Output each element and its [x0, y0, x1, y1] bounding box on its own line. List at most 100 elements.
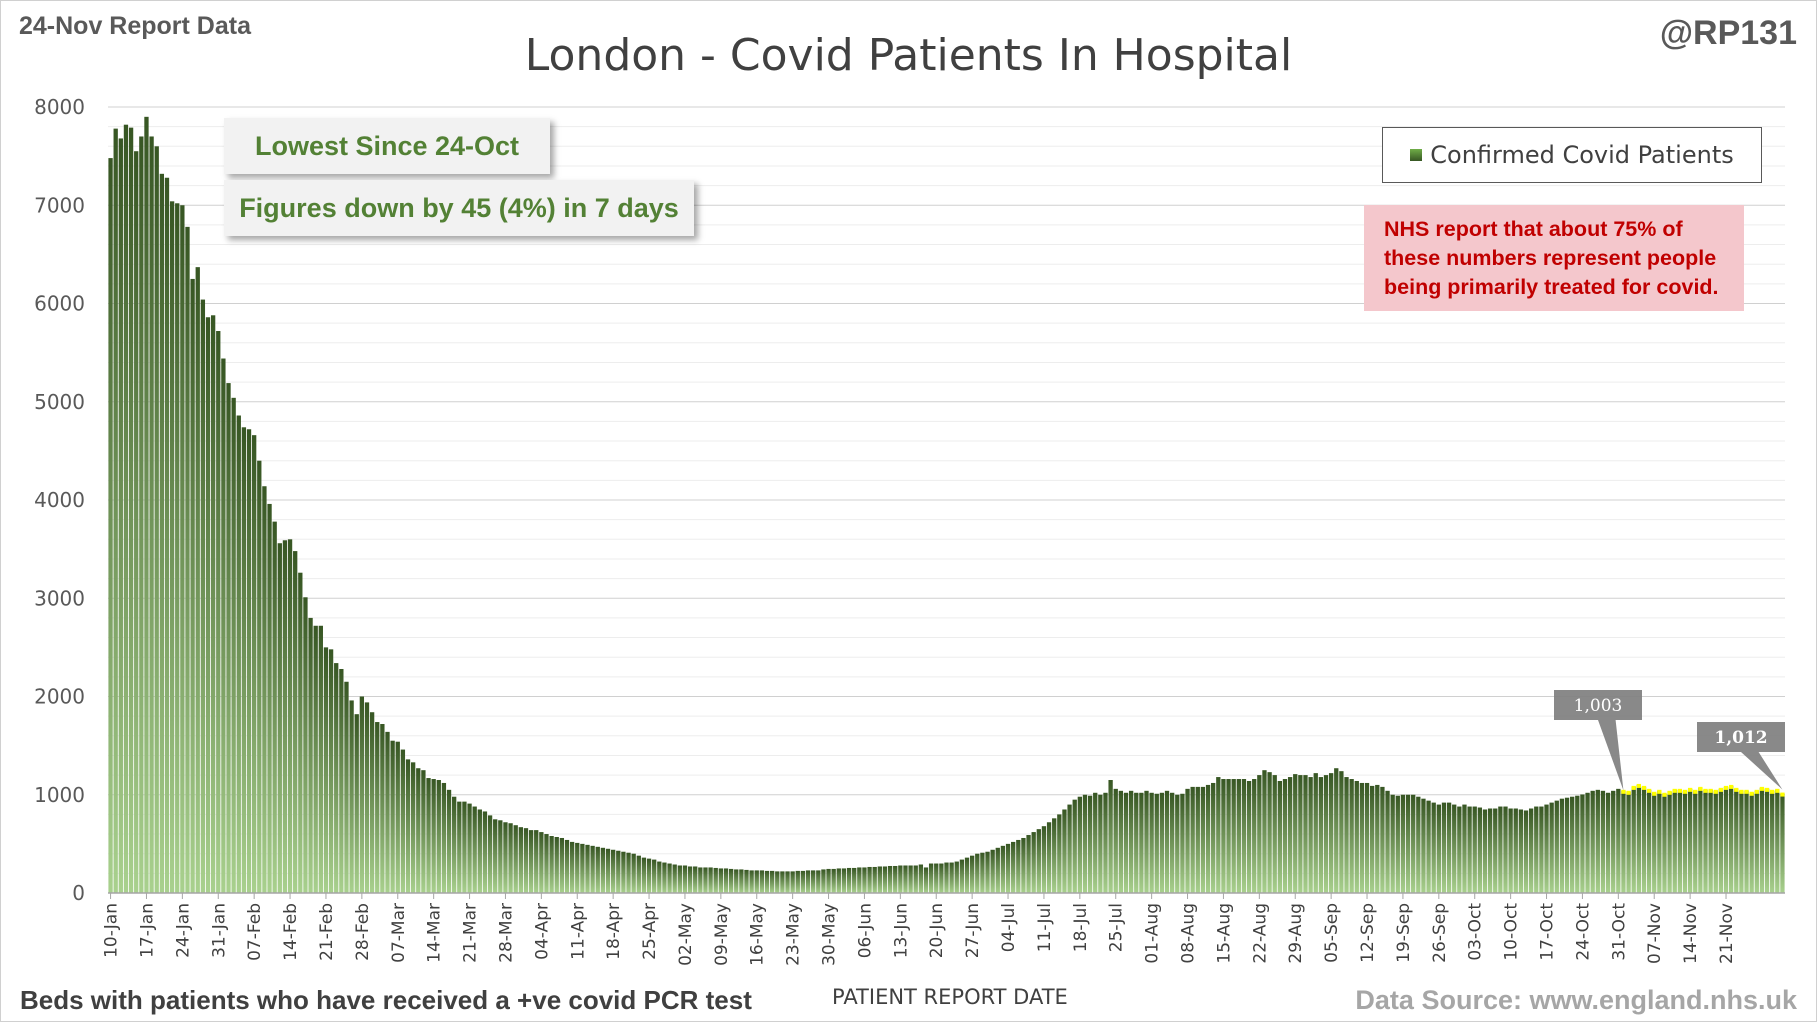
bar: [200, 299, 206, 893]
bar: [1482, 809, 1488, 893]
x-tick-label: 21-Feb: [317, 903, 337, 961]
bar: [385, 731, 390, 893]
highlight-bar-cap: [1754, 789, 1759, 794]
x-tick-label: 15-Aug: [1214, 903, 1234, 964]
bar: [1713, 790, 1718, 893]
highlight-bar-cap: [1713, 789, 1718, 794]
highlight-bar-cap: [1728, 784, 1734, 789]
bar: [1169, 792, 1175, 893]
bar: [262, 486, 267, 893]
bar: [1416, 796, 1421, 893]
bar: [323, 647, 329, 893]
bar: [749, 870, 754, 893]
x-tick-label: 19-Sep: [1394, 903, 1414, 963]
footer-description: Beds with patients who have received a +…: [20, 985, 752, 1015]
bar: [134, 151, 139, 893]
bar: [703, 867, 708, 893]
x-tick-label: 22-Aug: [1250, 903, 1270, 964]
bar: [287, 539, 293, 893]
bar: [1385, 790, 1390, 893]
bar: [559, 837, 565, 893]
bar: [1549, 802, 1554, 893]
bar: [1257, 775, 1262, 893]
nhs-note: NHS report that about 75% of these numbe…: [1364, 205, 1744, 311]
bar: [1462, 804, 1467, 893]
bar: [1031, 832, 1036, 893]
bar: [775, 871, 780, 893]
bar: [1072, 799, 1077, 893]
bar: [1339, 771, 1344, 893]
bar: [1303, 775, 1308, 893]
bar: [913, 865, 918, 893]
bar: [626, 852, 631, 893]
bar: [1041, 826, 1047, 893]
bar: [1611, 790, 1616, 893]
bar: [600, 847, 606, 893]
bar: [1364, 782, 1370, 893]
bar: [1026, 835, 1031, 893]
bar: [113, 128, 118, 894]
bar: [421, 770, 426, 893]
bar: [1334, 768, 1339, 893]
highlight-bar-cap: [1770, 789, 1775, 794]
bar: [595, 846, 600, 893]
bar: [252, 435, 257, 893]
bar: [534, 830, 539, 893]
bar: [1282, 779, 1288, 893]
bar: [1780, 793, 1785, 893]
bar: [128, 127, 134, 893]
bar: [882, 866, 888, 893]
bar: [616, 850, 621, 893]
bar: [1087, 795, 1093, 893]
bar: [672, 864, 677, 893]
bar: [221, 358, 226, 893]
highlight-bar-cap: [1780, 792, 1785, 797]
bar: [1431, 802, 1436, 893]
bar: [1718, 788, 1724, 893]
bar: [693, 866, 698, 893]
bar: [1580, 794, 1585, 893]
bar: [1575, 795, 1580, 893]
bar: [682, 865, 688, 893]
bar: [852, 867, 857, 893]
bar: [1093, 792, 1098, 893]
x-tick-label: 27-Jun: [963, 903, 983, 958]
bar: [139, 136, 144, 894]
bar: [169, 201, 175, 893]
x-tick-label: 03-Oct: [1466, 903, 1486, 961]
bar: [1590, 790, 1595, 893]
bar: [621, 851, 626, 893]
bar: [1672, 789, 1677, 893]
bar: [308, 617, 313, 893]
bar: [908, 865, 913, 893]
bar: [1211, 782, 1216, 893]
bar: [1446, 802, 1452, 893]
bar: [667, 863, 672, 893]
chart-title: London - Covid Patients In Hospital: [524, 30, 1293, 81]
x-tick-label: 23-May: [784, 903, 804, 966]
x-axis-title: PATIENT REPORT DATE: [832, 985, 1068, 1009]
bar: [1754, 790, 1759, 893]
bar: [467, 803, 472, 893]
bar: [652, 859, 657, 893]
bar: [1005, 843, 1011, 893]
bar: [990, 849, 995, 893]
bar: [554, 836, 559, 893]
bar: [1467, 806, 1472, 893]
data-callout-label: 1,012: [1714, 728, 1767, 748]
highlight-bar-cap: [1677, 788, 1683, 793]
bar: [1180, 793, 1185, 893]
bar: [1775, 789, 1780, 893]
bar: [1652, 792, 1657, 893]
bar: [375, 722, 380, 893]
bar: [1395, 795, 1400, 893]
y-tick-label: 7000: [34, 193, 85, 217]
bar: [975, 853, 980, 893]
bar: [739, 869, 744, 893]
chart-legend: Confirmed Covid Patients: [1382, 127, 1762, 183]
x-tick-label: 02-May: [676, 903, 696, 966]
bar: [1277, 780, 1283, 893]
bar: [898, 865, 903, 893]
bar: [1231, 779, 1236, 893]
